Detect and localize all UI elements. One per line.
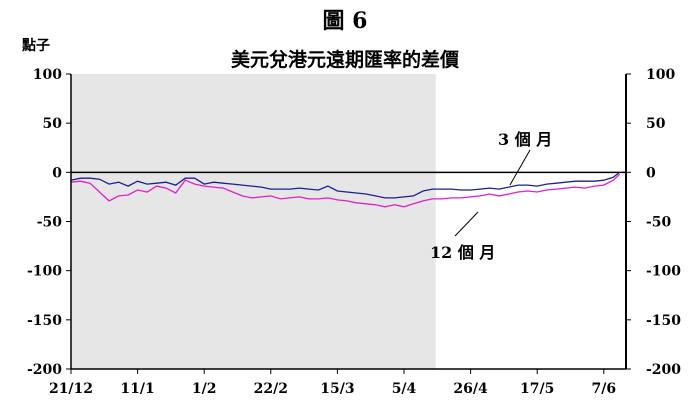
y-tick-label-left: 0 bbox=[52, 165, 62, 181]
series-12m-leader bbox=[454, 211, 479, 237]
y-tick-label-left: -200 bbox=[27, 362, 62, 378]
y-tick-label-right: 0 bbox=[646, 165, 656, 181]
x-tick-label: 11/1 bbox=[120, 381, 154, 397]
x-tick-label: 17/5 bbox=[520, 381, 554, 397]
y-tick-label-left: -150 bbox=[27, 313, 62, 329]
series-12m-label: 12 個 月 bbox=[430, 243, 495, 262]
x-tick-label: 21/12 bbox=[49, 381, 93, 397]
x-tick-label: 7/6 bbox=[591, 381, 616, 397]
y-tick-label-left: 100 bbox=[33, 67, 62, 83]
y-tick-label-left: -50 bbox=[37, 215, 63, 231]
y-tick-label-right: -150 bbox=[646, 313, 681, 329]
shaded-region bbox=[71, 74, 436, 369]
x-tick-label: 1/2 bbox=[192, 381, 217, 397]
figure-number: 圖 6 bbox=[323, 8, 368, 34]
series-line-3m bbox=[70, 171, 621, 199]
series-3m-label: 3 個 月 bbox=[498, 130, 552, 149]
plot-area bbox=[70, 171, 621, 208]
y-tick-label-left: -100 bbox=[27, 264, 62, 280]
x-tick-label: 15/3 bbox=[320, 381, 354, 397]
y-tick-label-right: 100 bbox=[646, 67, 675, 83]
x-tick-label: 26/4 bbox=[453, 381, 488, 397]
y-tick-label-right: -100 bbox=[646, 264, 681, 280]
y-unit-label: 點子 bbox=[22, 37, 50, 54]
axes: 100 100 50 50 0 0 -50 -50 -100 -100 -150 -150 -200 -2… bbox=[27, 67, 681, 397]
x-tick-label: 5/4 bbox=[392, 381, 417, 397]
y-tick-label-left: 50 bbox=[43, 116, 63, 132]
x-tick-label: 22/2 bbox=[254, 381, 288, 397]
y-tick-label-right: 50 bbox=[646, 116, 666, 132]
y-tick-label-right: -50 bbox=[646, 215, 672, 231]
series-3m-leader bbox=[509, 149, 531, 186]
chart-title: 美元兌港元遠期匯率的差價 bbox=[231, 48, 460, 71]
series-line-12m bbox=[70, 173, 621, 208]
y-tick-label-right: -200 bbox=[646, 362, 681, 378]
